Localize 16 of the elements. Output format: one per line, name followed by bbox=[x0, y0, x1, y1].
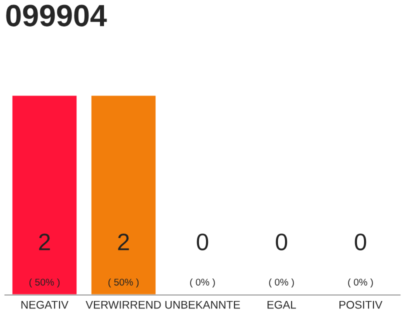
data-label: 0 bbox=[276, 234, 288, 250]
x-tick-label: UNBEKANNTE bbox=[165, 300, 240, 309]
annotation: ( 0% ) bbox=[269, 278, 294, 288]
data-label: 2 bbox=[118, 234, 129, 250]
data-label: 2 bbox=[39, 234, 50, 250]
annotation: ( 50% ) bbox=[108, 278, 139, 288]
annotation: ( 50% ) bbox=[29, 278, 60, 288]
x-tick-label: VERWIRREND bbox=[86, 300, 161, 309]
x-tick-label: POSITIV bbox=[339, 300, 382, 309]
x-tick-label: NEGATIV bbox=[21, 300, 68, 309]
annotation: ( 0% ) bbox=[348, 278, 373, 288]
data-label: 0 bbox=[354, 234, 366, 250]
data-label: 0 bbox=[196, 234, 208, 250]
chart-title: 099904 bbox=[6, 4, 107, 26]
x-tick-label: EGAL bbox=[268, 300, 296, 309]
annotation: ( 0% ) bbox=[190, 278, 215, 288]
